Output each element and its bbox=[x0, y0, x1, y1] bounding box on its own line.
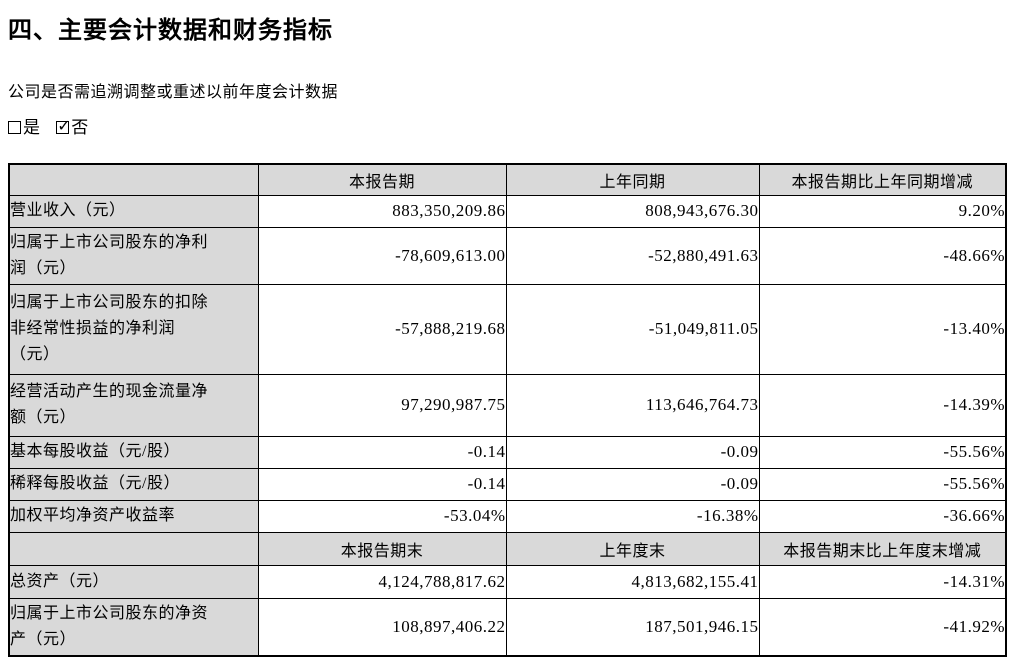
col-header-prior-year-end: 上年度末 bbox=[505, 531, 760, 566]
table-row-diluted-eps: 稀释每股收益（元/股） -0.14 -0.09 -55.56% bbox=[8, 467, 1007, 501]
financial-indicators-table: 本报告期 上年同期 本报告期比上年同期增减 营业收入（元） 883,350,20… bbox=[8, 163, 1007, 657]
restatement-options: 是 否 bbox=[8, 113, 1008, 138]
col-header-current-period-end: 本报告期末 bbox=[257, 531, 507, 566]
value-change: -13.40% bbox=[758, 283, 1007, 375]
value-change: -48.66% bbox=[758, 226, 1007, 285]
value-change: -36.66% bbox=[758, 499, 1007, 533]
table-row-net-profit-excl-nonrecurring: 归属于上市公司股东的扣除 非经常性损益的净利润 （元） -57,888,219.… bbox=[8, 283, 1007, 375]
option-no-label: 否 bbox=[71, 118, 89, 137]
value-change: -55.56% bbox=[758, 435, 1007, 469]
col-header-change: 本报告期比上年同期增减 bbox=[758, 163, 1007, 196]
value-prior: 187,501,946.15 bbox=[505, 597, 760, 657]
value-current: 883,350,209.86 bbox=[257, 194, 507, 228]
value-change: -55.56% bbox=[758, 467, 1007, 501]
row-label: 稀释每股收益（元/股） bbox=[8, 467, 259, 501]
value-prior: 808,943,676.30 bbox=[505, 194, 760, 228]
table-header-row-period-end: 本报告期末 上年度末 本报告期末比上年度末增减 bbox=[8, 531, 1007, 566]
table-header-row-period: 本报告期 上年同期 本报告期比上年同期增减 bbox=[8, 163, 1007, 196]
checkbox-checked-icon bbox=[56, 118, 71, 134]
value-prior: -52,880,491.63 bbox=[505, 226, 760, 285]
checkbox-unchecked-icon bbox=[8, 121, 21, 134]
col-header-period-end-change: 本报告期末比上年度末增减 bbox=[758, 531, 1007, 566]
value-change: 9.20% bbox=[758, 194, 1007, 228]
value-prior: -51,049,811.05 bbox=[505, 283, 760, 375]
corner-cell bbox=[8, 163, 259, 196]
value-change: -14.31% bbox=[758, 564, 1007, 599]
value-current: -53.04% bbox=[257, 499, 507, 533]
option-no: 否 bbox=[56, 113, 88, 138]
value-prior: 113,646,764.73 bbox=[505, 373, 760, 437]
value-current: 97,290,987.75 bbox=[257, 373, 507, 437]
value-prior: -16.38% bbox=[505, 499, 760, 533]
value-prior: 4,813,682,155.41 bbox=[505, 564, 760, 599]
row-label: 总资产（元） bbox=[8, 564, 259, 599]
value-current: 108,897,406.22 bbox=[257, 597, 507, 657]
row-label: 归属于上市公司股东的净利 润（元） bbox=[8, 226, 259, 285]
option-yes: 是 bbox=[8, 113, 40, 138]
col-header-prior-period: 上年同期 bbox=[505, 163, 760, 196]
table-row-operating-cash-flow: 经营活动产生的现金流量净 额（元） 97,290,987.75 113,646,… bbox=[8, 373, 1007, 437]
table-row-net-profit: 归属于上市公司股东的净利 润（元） -78,609,613.00 -52,880… bbox=[8, 226, 1007, 285]
row-label: 营业收入（元） bbox=[8, 194, 259, 228]
table-row-total-assets: 总资产（元） 4,124,788,817.62 4,813,682,155.41… bbox=[8, 564, 1007, 599]
table-row-net-assets: 归属于上市公司股东的净资 产（元） 108,897,406.22 187,501… bbox=[8, 597, 1007, 657]
value-current: -57,888,219.68 bbox=[257, 283, 507, 375]
row-label: 经营活动产生的现金流量净 额（元） bbox=[8, 373, 259, 437]
restatement-question: 公司是否需追溯调整或重述以前年度会计数据 bbox=[8, 84, 339, 101]
value-current: -0.14 bbox=[257, 467, 507, 501]
row-label: 归属于上市公司股东的扣除 非经常性损益的净利润 （元） bbox=[8, 283, 259, 375]
value-current: 4,124,788,817.62 bbox=[257, 564, 507, 599]
row-label: 加权平均净资产收益率 bbox=[8, 499, 259, 533]
row-label: 基本每股收益（元/股） bbox=[8, 435, 259, 469]
col-header-current-period: 本报告期 bbox=[257, 163, 507, 196]
value-prior: -0.09 bbox=[505, 467, 760, 501]
value-prior: -0.09 bbox=[505, 435, 760, 469]
value-change: -41.92% bbox=[758, 597, 1007, 657]
table-row-revenue: 营业收入（元） 883,350,209.86 808,943,676.30 9.… bbox=[8, 194, 1007, 228]
value-current: -78,609,613.00 bbox=[257, 226, 507, 285]
page-title: 四、主要会计数据和财务指标 bbox=[8, 18, 333, 44]
value-current: -0.14 bbox=[257, 435, 507, 469]
table-row-weighted-roe: 加权平均净资产收益率 -53.04% -16.38% -36.66% bbox=[8, 499, 1007, 533]
value-change: -14.39% bbox=[758, 373, 1007, 437]
row-label: 归属于上市公司股东的净资 产（元） bbox=[8, 597, 259, 657]
table-row-basic-eps: 基本每股收益（元/股） -0.14 -0.09 -55.56% bbox=[8, 435, 1007, 469]
corner-cell bbox=[8, 531, 259, 566]
option-yes-label: 是 bbox=[23, 118, 40, 137]
